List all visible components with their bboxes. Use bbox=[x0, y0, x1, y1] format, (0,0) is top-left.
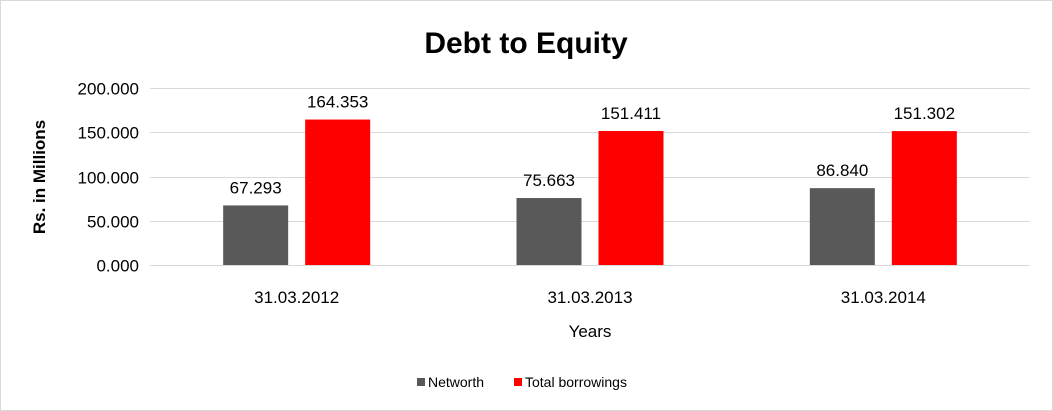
data-label: 75.663 bbox=[523, 171, 575, 190]
data-label: 67.293 bbox=[230, 178, 282, 197]
legend-label: Total borrowings bbox=[525, 374, 627, 390]
x-axis-label: Years bbox=[569, 322, 612, 341]
legend: Networth Total borrowings bbox=[417, 374, 627, 390]
data-label: 164.353 bbox=[307, 93, 368, 112]
gridlines bbox=[150, 88, 1030, 266]
legend-swatch bbox=[417, 378, 425, 386]
data-label: 151.411 bbox=[601, 104, 661, 123]
bar bbox=[809, 188, 875, 265]
bar bbox=[305, 119, 371, 265]
y-tick-label: 150.000 bbox=[78, 124, 139, 143]
x-axis-categories: 31.03.2012 31.03.2013 31.03.2014 bbox=[254, 288, 926, 307]
bar bbox=[891, 131, 957, 265]
y-tick-label: 0.000 bbox=[96, 257, 139, 276]
bars bbox=[223, 119, 957, 265]
data-labels: 67.293 164.353 75.663 151.411 86.840 151.302 bbox=[230, 93, 955, 198]
y-tick-label: 50.000 bbox=[87, 213, 139, 232]
data-label: 86.840 bbox=[816, 161, 868, 180]
data-label: 151.302 bbox=[894, 104, 955, 123]
x-tick-label: 31.03.2014 bbox=[841, 288, 926, 307]
bar bbox=[516, 198, 582, 265]
y-tick-label: 100.000 bbox=[78, 169, 139, 188]
y-tick-label: 200.000 bbox=[78, 80, 139, 99]
x-tick-label: 31.03.2013 bbox=[547, 288, 632, 307]
bar bbox=[223, 205, 289, 265]
y-axis-ticks: 0.000 50.000 100.000 150.000 200.000 bbox=[78, 80, 139, 276]
bar bbox=[598, 131, 664, 265]
chart-title: Debt to Equity bbox=[424, 27, 628, 60]
y-axis-label: Rs. in Millions bbox=[30, 120, 49, 234]
legend-label: Networth bbox=[428, 374, 484, 390]
x-tick-label: 31.03.2012 bbox=[254, 288, 339, 307]
legend-swatch bbox=[514, 378, 522, 386]
